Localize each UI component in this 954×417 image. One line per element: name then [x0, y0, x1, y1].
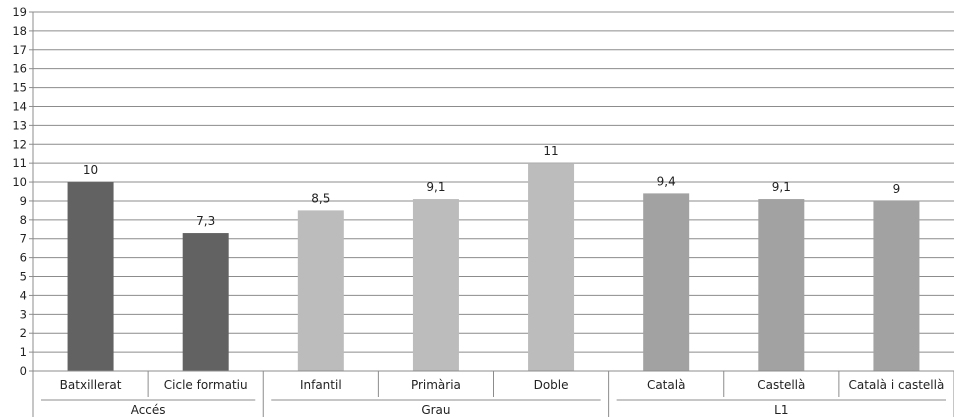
data-label: 9,4	[657, 174, 676, 188]
x-group-label: Grau	[421, 403, 450, 417]
data-label: 7,3	[196, 214, 215, 228]
x-category-label: Cicle formatiu	[164, 378, 248, 392]
y-tick-label: 11	[12, 156, 27, 170]
data-labels: 10 7,3 8,5 9,1 11 9,4 9,1 9	[83, 144, 900, 228]
bar	[528, 163, 575, 371]
bar	[643, 193, 690, 371]
x-category-label: Infantil	[300, 378, 342, 392]
data-label: 9,1	[426, 180, 445, 194]
y-tick-label: 16	[12, 62, 27, 76]
x-category-label: Català i castellà	[849, 378, 945, 392]
y-tick-label: 0	[20, 364, 27, 378]
data-label: 8,5	[311, 191, 330, 205]
bar	[758, 199, 805, 371]
y-tick-label: 7	[20, 232, 27, 246]
y-tick-label: 3	[20, 307, 27, 321]
data-label: 9	[893, 182, 901, 196]
bar	[412, 199, 459, 371]
y-tick-label: 13	[12, 118, 27, 132]
y-tick-label: 5	[20, 270, 27, 284]
y-tick-label: 1	[20, 345, 27, 359]
x-category-label: Batxillerat	[60, 378, 122, 392]
y-tick-label: 8	[20, 213, 27, 227]
bars	[67, 163, 920, 371]
data-label: 10	[83, 163, 98, 177]
bar	[873, 200, 920, 371]
y-tick-label: 12	[12, 137, 27, 151]
x-category-label: Castellà	[757, 378, 805, 392]
x-category-label: Doble	[534, 378, 569, 392]
data-label: 9,1	[772, 180, 791, 194]
y-tick-label: 17	[12, 43, 27, 57]
data-label: 11	[543, 144, 558, 158]
x-category-label: Català	[647, 378, 685, 392]
y-tick-label: 19	[12, 5, 27, 19]
x-category-label: Primària	[411, 378, 461, 392]
y-tick-label: 14	[12, 99, 27, 113]
bar	[67, 182, 114, 371]
y-tick-label: 18	[12, 24, 27, 38]
y-tick-label: 10	[12, 175, 27, 189]
x-group-label: L1	[774, 403, 788, 417]
bar	[297, 210, 344, 371]
y-tick-label: 9	[20, 194, 27, 208]
gridlines	[32, 11, 954, 372]
bar	[182, 233, 229, 371]
y-tick-label: 15	[12, 81, 27, 95]
x-axis: Batxillerat Cicle formatiu Infantil Primàri…	[32, 370, 954, 417]
y-tick-label: 2	[20, 326, 27, 340]
y-tick-label: 6	[20, 251, 27, 265]
x-group-label: Accés	[131, 403, 166, 417]
y-tick-label: 4	[20, 288, 27, 302]
